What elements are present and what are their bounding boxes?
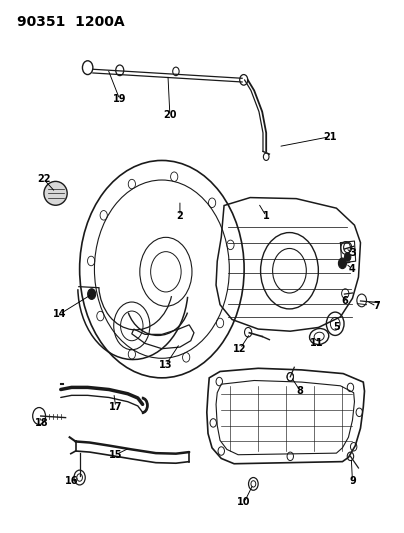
Text: 18: 18 — [35, 418, 48, 428]
Text: 17: 17 — [109, 402, 122, 412]
Text: 7: 7 — [373, 301, 380, 311]
Text: 9: 9 — [349, 477, 356, 486]
Text: 4: 4 — [349, 264, 356, 274]
Text: 13: 13 — [159, 360, 173, 369]
Circle shape — [339, 258, 347, 269]
Text: 5: 5 — [333, 322, 340, 333]
Text: 8: 8 — [297, 386, 304, 396]
Text: 10: 10 — [238, 497, 251, 507]
Text: 14: 14 — [53, 309, 66, 319]
Ellipse shape — [44, 181, 67, 205]
Text: 20: 20 — [163, 110, 177, 120]
Text: 6: 6 — [341, 296, 348, 306]
Text: 15: 15 — [109, 450, 122, 460]
Text: 3: 3 — [349, 248, 356, 259]
Text: 90351  1200A: 90351 1200A — [17, 14, 125, 29]
Text: 2: 2 — [177, 211, 183, 221]
Text: 1: 1 — [263, 211, 269, 221]
Text: 19: 19 — [113, 94, 126, 104]
Circle shape — [345, 253, 351, 261]
Text: 11: 11 — [309, 338, 323, 349]
Text: 12: 12 — [234, 344, 247, 354]
Text: 16: 16 — [65, 477, 78, 486]
Text: 21: 21 — [324, 132, 337, 142]
Text: 22: 22 — [37, 174, 50, 184]
Circle shape — [88, 289, 96, 300]
